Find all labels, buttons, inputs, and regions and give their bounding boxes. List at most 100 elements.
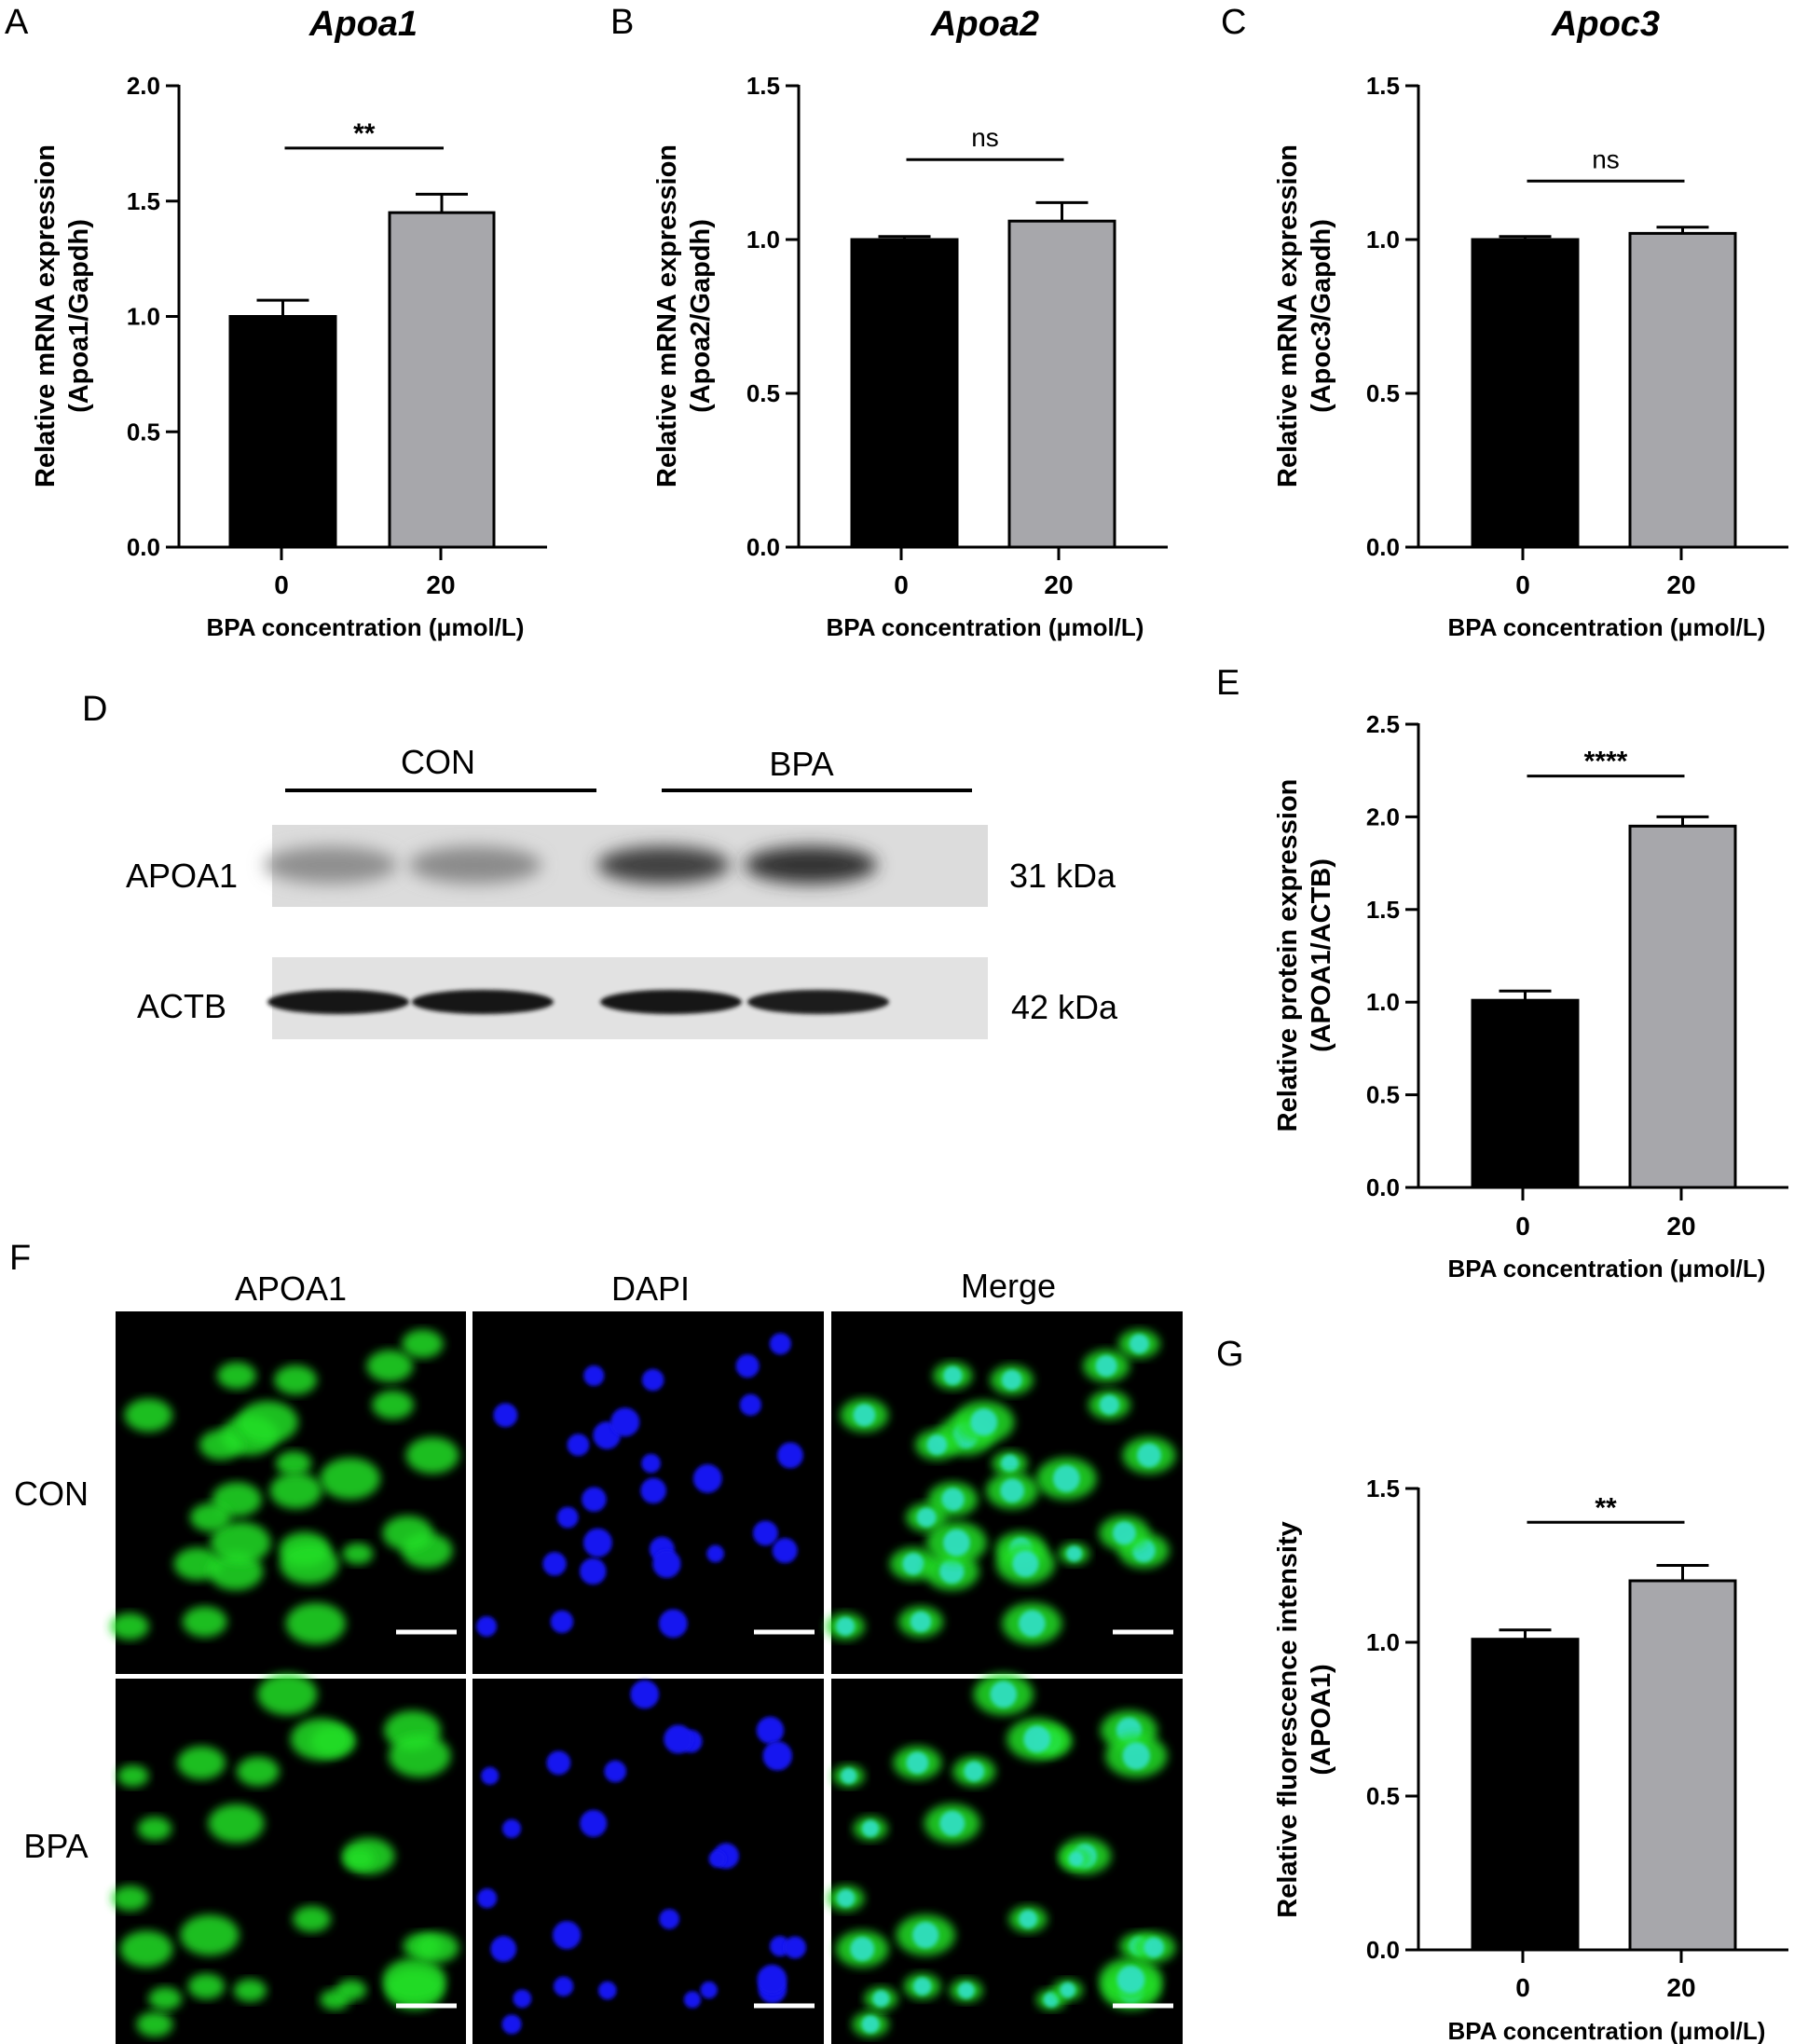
y-tick-label: 1.5: [127, 187, 160, 215]
panel-letter-f: F: [9, 1239, 31, 1278]
merged-nucleus: [916, 1507, 937, 1528]
nucleus: [664, 1724, 693, 1754]
chart-apoc3-mrna: Apoc3 0.0 0.5 1.0 1.5 0 20 ns Relative mRNA expr…: [1273, 5, 1788, 641]
merged-nucleus: [957, 1982, 975, 1999]
blot-band: [745, 846, 877, 884]
chart-title: Apoc3: [1551, 5, 1660, 44]
bar-control: [1471, 1638, 1580, 1952]
merged-nucleus: [850, 1937, 875, 1961]
nucleus: [777, 1442, 803, 1469]
nucleus: [692, 1463, 722, 1493]
cell-body: [189, 1502, 231, 1532]
x-tick-label: 20: [1666, 1212, 1695, 1241]
nucleus: [630, 1680, 660, 1709]
significance-label: ns: [1592, 144, 1620, 173]
nucleus: [556, 1506, 579, 1529]
panel-letter-c: C: [1221, 3, 1246, 42]
y-tick-label: 0.5: [1366, 1081, 1400, 1109]
apoa1-band-group: [265, 846, 877, 884]
nucleus: [757, 1964, 787, 1995]
cell-body: [111, 1885, 149, 1912]
y-tick-label: 0.5: [746, 379, 780, 407]
merged-nucleus: [1095, 1354, 1117, 1378]
merged-nucleus: [1116, 1965, 1145, 1994]
cell-body: [366, 1350, 414, 1382]
blot-band: [747, 990, 889, 1014]
nucleus: [769, 1333, 791, 1355]
y-tick-label: 0.0: [1366, 1173, 1400, 1201]
actb-band-group: [267, 990, 889, 1014]
x-axis-label: BPA concentration (μmol/L): [207, 613, 525, 641]
cell-body: [269, 1472, 322, 1509]
nucleus: [706, 1544, 724, 1563]
y-tick-label: 1.0: [1366, 226, 1400, 254]
y-tick-label: 1.0: [1366, 988, 1400, 1016]
y-tick-label: 1.5: [1366, 72, 1400, 100]
y-axis-label: Relative fluorescence intensity (APOA1): [1273, 1521, 1336, 1918]
y-axis-label: Relative mRNA expression (Apoc3/Gapdh): [1273, 144, 1336, 487]
merged-nucleus: [990, 1680, 1018, 1708]
chart-apoa1-mrna: Apoa1 0.0 0.5 1.0 1.5 2.0 0 20 ** Relative mRNA e…: [31, 5, 547, 641]
con-group-label: CON: [401, 743, 475, 781]
x-axis-label: BPA concentration (μmol/L): [1448, 1255, 1766, 1283]
cell-body: [285, 1602, 346, 1645]
merged-nucleus: [1068, 1851, 1084, 1867]
merged-nucleus: [926, 1434, 948, 1456]
blot-band: [600, 990, 742, 1014]
merged-nucleus: [939, 1810, 965, 1836]
nucleus: [641, 1453, 661, 1474]
bar-control: [1471, 998, 1580, 1189]
chart-title: Apoa2: [930, 5, 1039, 44]
nucleus: [735, 1353, 760, 1379]
cell-body: [290, 1718, 351, 1761]
significance-label: **: [353, 118, 376, 149]
nucleus: [597, 1981, 617, 2000]
y-tick-label: 2.0: [1366, 803, 1400, 830]
x-tick-label: 20: [1666, 1973, 1695, 2002]
y-axis-label: Relative mRNA expression (Apoa2/Gapdh): [652, 144, 716, 487]
cell-body: [148, 1986, 183, 2010]
merged-nucleus: [1018, 1610, 1046, 1638]
nucleus: [501, 2014, 522, 2035]
panel-letter-d: D: [82, 690, 107, 729]
bar-control: [1471, 238, 1580, 549]
merged-nucleus: [1052, 1464, 1080, 1492]
merged-nucleus: [942, 1529, 970, 1557]
cell-body: [110, 1612, 149, 1640]
merged-nucleus: [853, 1404, 876, 1427]
actb-size-label: 42 kDa: [1011, 988, 1118, 1026]
western-blot-panel: CON BPA APOA1 ACTB 31 kDa 42 kDa: [126, 743, 1118, 1039]
nucleus: [476, 1615, 498, 1637]
x-tick-label: 20: [426, 570, 455, 599]
if-image-bpa-merge: [827, 1673, 1183, 2044]
merged-nucleus: [1144, 1937, 1165, 1958]
bar-control: [228, 315, 337, 549]
nucleus: [550, 1610, 574, 1634]
bar-bpa: [1628, 231, 1737, 549]
nucleus: [708, 1850, 726, 1868]
cell-body: [415, 1932, 459, 1963]
merged-nucleus: [836, 1616, 856, 1636]
nucleus: [756, 1716, 785, 1745]
if-image-con-apoa1: [110, 1311, 466, 1674]
nucleus: [501, 1818, 522, 1838]
nucleus: [580, 1809, 608, 1837]
if-column-apoa1: APOA1: [235, 1269, 347, 1308]
x-axis-label: BPA concentration (μmol/L): [1448, 2017, 1766, 2044]
merged-nucleus: [943, 1365, 963, 1386]
chart-title: Apoa1: [308, 5, 418, 44]
panel-letter-b: B: [610, 3, 634, 42]
cell-body: [216, 1362, 256, 1390]
chart-apoa2-mrna: Apoa2 0.0 0.5 1.0 1.5 0 20 ns Relative mRNA expr…: [652, 5, 1168, 641]
merged-nucleus: [872, 1990, 890, 2008]
if-image-con-dapi: [472, 1311, 824, 1674]
cell-body: [336, 1979, 367, 2001]
cell-body: [342, 1543, 374, 1565]
nucleus: [477, 1888, 498, 1909]
if-row-bpa: BPA: [23, 1827, 88, 1865]
merged-nucleus: [841, 1767, 857, 1784]
bar-bpa: [1628, 1579, 1737, 1952]
significance-label: ****: [1584, 747, 1628, 777]
cell-body: [233, 1979, 267, 2002]
x-tick-label: 0: [1515, 570, 1530, 599]
